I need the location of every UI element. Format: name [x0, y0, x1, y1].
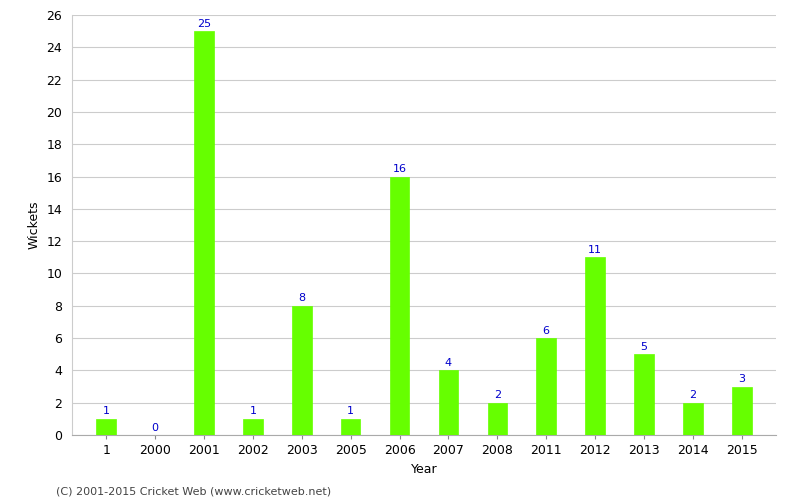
Bar [97, 419, 116, 435]
Bar [341, 419, 361, 435]
Text: 1: 1 [250, 406, 256, 416]
Bar [634, 354, 654, 435]
Text: 16: 16 [393, 164, 406, 174]
Text: (C) 2001-2015 Cricket Web (www.cricketweb.net): (C) 2001-2015 Cricket Web (www.cricketwe… [56, 487, 331, 497]
Text: 2: 2 [494, 390, 501, 400]
Bar [537, 338, 556, 435]
Text: 5: 5 [641, 342, 647, 352]
Text: 25: 25 [197, 18, 211, 28]
Y-axis label: Wickets: Wickets [28, 200, 41, 249]
Bar [194, 31, 214, 435]
Text: 1: 1 [347, 406, 354, 416]
Text: 0: 0 [152, 422, 158, 432]
Bar [438, 370, 458, 435]
Bar [292, 306, 311, 435]
Text: 4: 4 [445, 358, 452, 368]
Text: 3: 3 [738, 374, 746, 384]
Text: 11: 11 [588, 245, 602, 255]
Bar [390, 176, 410, 435]
Bar [683, 402, 702, 435]
Text: 1: 1 [102, 406, 110, 416]
Bar [586, 258, 605, 435]
Bar [243, 419, 262, 435]
Bar [732, 386, 751, 435]
X-axis label: Year: Year [410, 462, 438, 475]
Text: 8: 8 [298, 294, 306, 304]
Text: 2: 2 [690, 390, 697, 400]
Text: 6: 6 [542, 326, 550, 336]
Bar [487, 402, 507, 435]
